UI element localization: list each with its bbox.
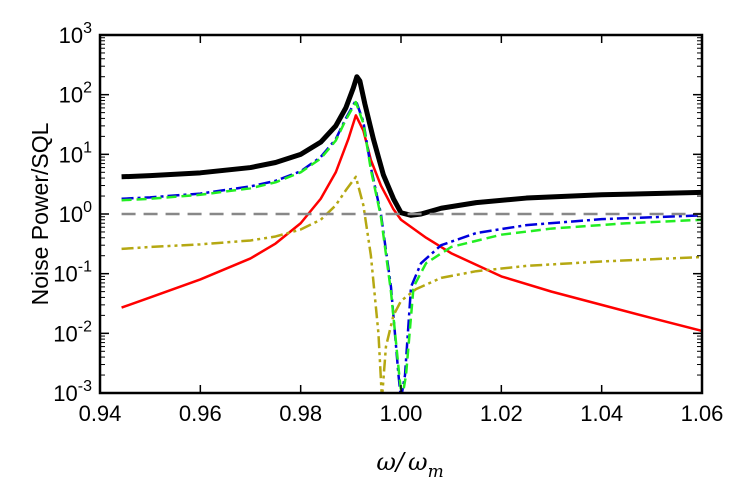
series-line-0 xyxy=(121,74,702,218)
y-tick-label: 102 xyxy=(59,80,92,108)
series-line-4 xyxy=(121,175,702,393)
x-tick-label: 0.98 xyxy=(279,401,322,426)
x-tick-label: 1.02 xyxy=(480,401,523,426)
y-tick-label: 10-1 xyxy=(53,259,92,287)
x-axis: 0.94 0.96 0.98 1.00 1.02 1.04 1.06 xyxy=(79,35,724,426)
x-tick-label: 1.06 xyxy=(681,401,724,426)
x-axis-title-slash: / xyxy=(394,448,407,476)
x-tick-label: 0.94 xyxy=(79,401,122,426)
x-axis-title-denominator: ω xyxy=(408,448,428,476)
x-axis-title-numerator: ω xyxy=(376,448,396,476)
series-line-3 xyxy=(121,100,702,393)
y-axis: 10-3 10-2 10-1 100 101 102 103 xyxy=(53,20,702,406)
x-axis-title: ω/ωm xyxy=(376,448,443,482)
series-layer xyxy=(121,74,702,393)
y-tick-label: 101 xyxy=(59,139,92,167)
x-axis-title-subscript: m xyxy=(428,462,444,482)
x-tick-label: 1.04 xyxy=(580,401,623,426)
x-tick-label: 0.96 xyxy=(179,401,222,426)
y-tick-label: 103 xyxy=(59,20,92,48)
y-tick-label: 100 xyxy=(59,199,92,227)
series-line-2 xyxy=(121,99,702,393)
y-tick-label: 10-3 xyxy=(53,378,92,406)
x-tick-label: 1.00 xyxy=(380,401,423,426)
y-tick-label: 10-2 xyxy=(53,318,92,346)
y-axis-title: Noise Power/SQL xyxy=(27,122,53,305)
